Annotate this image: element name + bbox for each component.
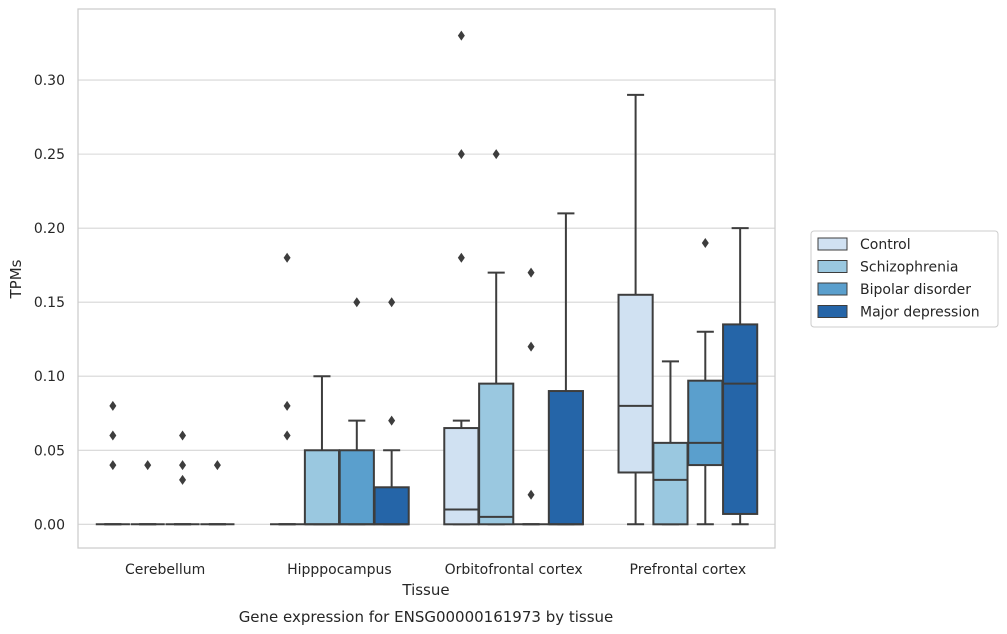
outlier-point [527,489,535,500]
box-groups [95,30,759,526]
y-tick-label: 0.30 [34,73,65,89]
outlier-point [283,252,291,263]
box-bipolar-disorder [165,430,200,526]
box-iqr [722,323,759,515]
legend-label: Major depression [860,305,980,321]
x-tick-label: Orbitofrontal cortex [445,562,583,578]
legend-label: Schizophrenia [860,260,958,276]
legend-label: Bipolar disorder [860,282,971,298]
box-iqr [547,390,584,526]
outlier-point [527,341,535,352]
outlier-point [457,149,465,160]
box-bipolar-disorder [687,237,724,526]
box-bipolar-disorder [338,297,375,526]
box-major-depression [373,297,410,526]
y-tick-label: 0.15 [34,295,65,311]
box-control [95,400,130,526]
box-iqr [373,486,410,526]
box-major-depression [200,460,235,526]
outlier-point [527,267,535,278]
y-tick-label: 0.05 [34,443,65,459]
x-tick-labels: Cerebellum Hipppocampus Orbitofrontal cort… [125,562,746,578]
chart-caption: Gene expression for ENSG00000161973 by t… [239,608,614,626]
outlier-point [457,252,465,263]
outlier-point [179,430,187,441]
outlier-point [109,460,117,471]
outlier-point [179,474,187,485]
outlier-point [109,430,117,441]
outlier-point [213,460,221,471]
outlier-point [179,460,187,471]
legend-swatch [817,260,848,273]
outlier-point [701,237,709,248]
box-major-depression [547,212,584,526]
y-tick-label: 0.25 [34,147,65,163]
box-iqr [303,449,341,526]
box-schizophrenia [303,375,341,526]
box-schizophrenia [652,360,689,526]
box-schizophrenia [130,460,165,526]
legend-frame [810,230,999,328]
box-iqr [652,441,689,526]
box-major-depression [722,227,759,526]
box-control [617,93,654,526]
legend: Control Schizophrenia Bipolar disorder Majo… [810,230,999,328]
x-tick-label: Cerebellum [125,562,205,578]
box-iqr [338,449,375,526]
x-tick-label: Prefrontal cortex [630,562,747,578]
box-bipolar-disorder [513,267,549,526]
legend-swatch [817,237,848,251]
outlier-point [109,400,117,411]
box-iqr [687,379,724,467]
outlier-point [388,415,396,426]
legend-swatch [817,305,848,318]
legend-swatch [817,282,848,296]
x-tick-label: Hipppocampus [287,562,392,578]
outlier-point [492,149,500,160]
box-iqr [478,382,515,526]
legend-label: Control [860,237,911,253]
box-control [270,252,305,526]
plot-area-frame [77,8,776,549]
gridlines [78,79,775,525]
y-tick-label: 0.20 [34,221,65,237]
outlier-point [283,400,291,411]
y-tick-labels: 0.00 0.05 0.10 0.15 0.20 0.25 0.30 [34,73,65,533]
outlier-point [353,297,361,308]
outlier-point [283,430,291,441]
outlier-point [388,297,396,308]
box-schizophrenia [478,149,515,526]
outlier-point [144,460,152,471]
outlier-point [457,30,465,41]
box-control [443,30,480,526]
box-iqr [617,293,654,474]
y-axis-title: TPMs [7,259,25,299]
y-tick-label: 0.00 [34,517,65,533]
y-tick-label: 0.10 [34,369,65,385]
x-axis-title: Tissue [401,581,449,599]
